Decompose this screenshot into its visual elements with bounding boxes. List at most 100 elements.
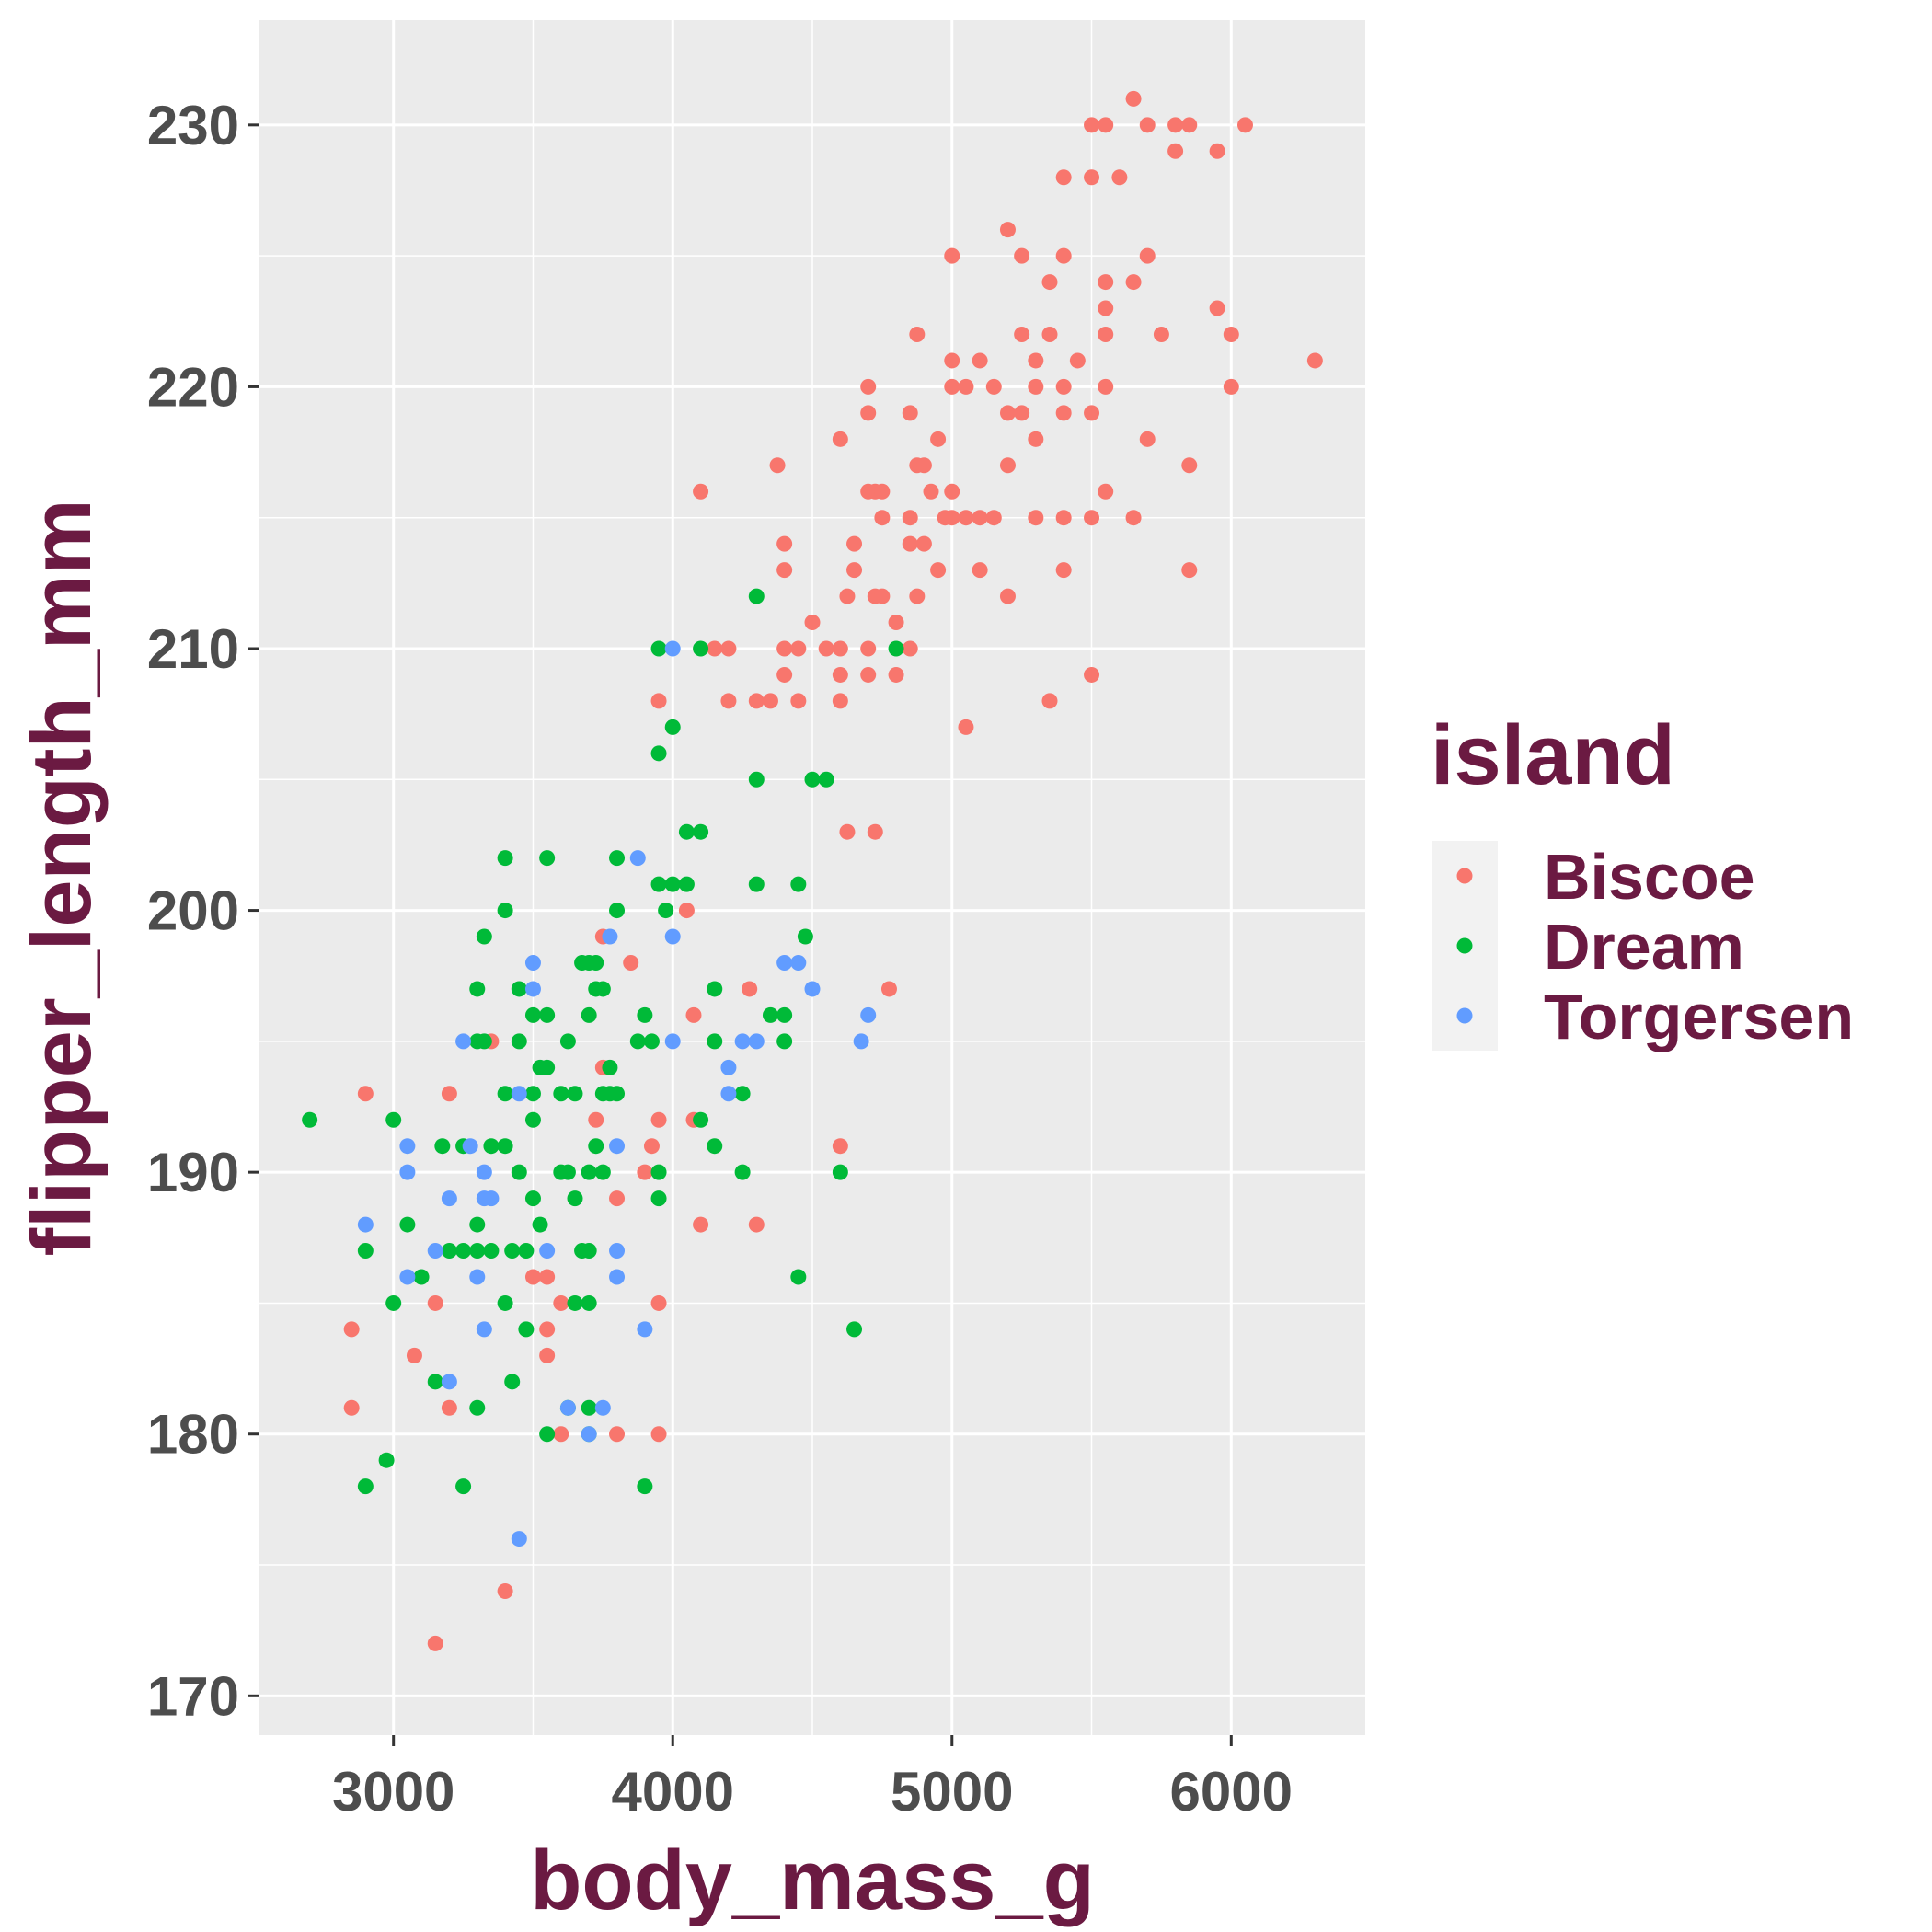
point-biscoe bbox=[650, 1426, 667, 1443]
point-biscoe bbox=[650, 1294, 667, 1311]
point-dream bbox=[385, 1111, 402, 1128]
point-biscoe bbox=[1028, 352, 1044, 369]
y-tick-label: 180 bbox=[147, 1404, 239, 1466]
point-dream bbox=[518, 1243, 535, 1259]
point-biscoe bbox=[1028, 378, 1044, 395]
data-points bbox=[302, 90, 1323, 1651]
point-dream bbox=[678, 823, 695, 840]
point-biscoe bbox=[888, 666, 904, 683]
point-biscoe bbox=[1055, 247, 1072, 264]
point-torgersen bbox=[524, 954, 541, 971]
point-biscoe bbox=[985, 510, 1002, 526]
minor-gridlines bbox=[259, 20, 1365, 1735]
point-dream bbox=[588, 954, 604, 971]
point-torgersen bbox=[637, 1321, 653, 1338]
point-biscoe bbox=[1055, 378, 1072, 395]
point-torgersen bbox=[399, 1269, 416, 1285]
point-biscoe bbox=[441, 1399, 457, 1416]
point-biscoe bbox=[832, 666, 848, 683]
point-dream bbox=[532, 1216, 548, 1233]
point-dream bbox=[650, 640, 667, 657]
point-dream bbox=[748, 588, 765, 604]
point-torgersen bbox=[853, 1033, 869, 1050]
point-torgersen bbox=[483, 1190, 500, 1207]
point-dream bbox=[734, 1164, 751, 1180]
point-dream bbox=[888, 640, 904, 657]
point-dream bbox=[378, 1452, 395, 1468]
point-torgersen bbox=[581, 1426, 597, 1443]
point-dream bbox=[637, 1006, 653, 1023]
point-dream bbox=[567, 1294, 583, 1311]
point-biscoe bbox=[1139, 431, 1156, 447]
point-biscoe bbox=[553, 1294, 569, 1311]
point-dream bbox=[469, 1216, 486, 1233]
point-torgersen bbox=[441, 1190, 457, 1207]
point-torgersen bbox=[748, 1033, 765, 1050]
point-biscoe bbox=[958, 719, 974, 735]
point-dream bbox=[609, 1086, 626, 1102]
point-biscoe bbox=[707, 640, 723, 657]
point-biscoe bbox=[1167, 117, 1184, 133]
point-biscoe bbox=[1041, 693, 1058, 709]
point-biscoe bbox=[832, 693, 848, 709]
point-dream bbox=[469, 1243, 486, 1259]
point-biscoe bbox=[1167, 143, 1184, 159]
point-dream bbox=[629, 1033, 646, 1050]
point-biscoe bbox=[776, 640, 793, 657]
point-biscoe bbox=[818, 640, 834, 657]
point-biscoe bbox=[427, 1294, 443, 1311]
point-biscoe bbox=[1014, 247, 1030, 264]
point-torgersen bbox=[609, 1138, 626, 1155]
point-biscoe bbox=[357, 1086, 374, 1102]
point-dream bbox=[707, 981, 723, 997]
point-biscoe bbox=[1055, 169, 1072, 186]
point-dream bbox=[790, 876, 807, 892]
point-dream bbox=[678, 876, 695, 892]
point-torgersen bbox=[469, 1269, 486, 1285]
point-biscoe bbox=[539, 1321, 556, 1338]
point-dream bbox=[762, 1006, 778, 1023]
point-biscoe bbox=[1125, 274, 1142, 291]
point-dream bbox=[707, 1033, 723, 1050]
point-biscoe bbox=[930, 431, 947, 447]
point-biscoe bbox=[874, 510, 891, 526]
point-dream bbox=[511, 1033, 527, 1050]
point-biscoe bbox=[1028, 510, 1044, 526]
point-biscoe bbox=[972, 562, 988, 579]
point-biscoe bbox=[958, 510, 974, 526]
point-dream bbox=[658, 903, 674, 919]
point-biscoe bbox=[769, 457, 786, 474]
point-biscoe bbox=[742, 981, 758, 997]
point-biscoe bbox=[999, 457, 1016, 474]
point-dream bbox=[413, 1269, 430, 1285]
point-biscoe bbox=[1209, 143, 1225, 159]
point-dream bbox=[497, 903, 513, 919]
point-dream bbox=[609, 850, 626, 867]
point-biscoe bbox=[999, 588, 1016, 604]
point-biscoe bbox=[880, 981, 897, 997]
point-dream bbox=[581, 1399, 597, 1416]
point-biscoe bbox=[1181, 117, 1198, 133]
point-biscoe bbox=[343, 1399, 360, 1416]
point-biscoe bbox=[1084, 117, 1100, 133]
point-biscoe bbox=[1069, 352, 1086, 369]
point-torgersen bbox=[399, 1138, 416, 1155]
x-tick-label: 4000 bbox=[611, 1761, 733, 1823]
point-biscoe bbox=[902, 640, 918, 657]
point-biscoe bbox=[720, 640, 737, 657]
y-tick-label: 170 bbox=[147, 1665, 239, 1727]
point-torgersen bbox=[790, 954, 807, 971]
point-biscoe bbox=[790, 640, 807, 657]
point-torgersen bbox=[720, 1059, 737, 1075]
point-biscoe bbox=[1153, 326, 1169, 342]
point-dream bbox=[693, 1111, 709, 1128]
point-biscoe bbox=[790, 693, 807, 709]
point-biscoe bbox=[1098, 326, 1114, 342]
point-biscoe bbox=[999, 222, 1016, 238]
legend-key-torgersen bbox=[1456, 1007, 1473, 1024]
point-torgersen bbox=[476, 1164, 492, 1180]
point-biscoe bbox=[1223, 326, 1239, 342]
point-dream bbox=[399, 1216, 416, 1233]
